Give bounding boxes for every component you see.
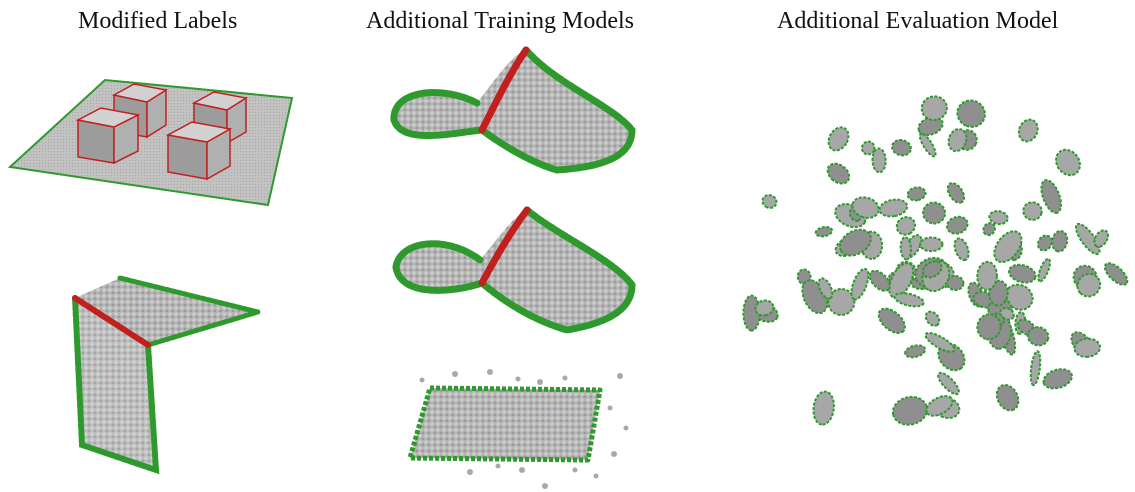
fragment	[761, 194, 778, 209]
fragment	[860, 140, 876, 156]
fragment	[893, 292, 925, 308]
fragment	[1037, 257, 1052, 283]
fragment	[1026, 326, 1050, 347]
fragment	[1076, 272, 1102, 298]
fragment	[988, 210, 1009, 226]
fragment	[851, 196, 880, 219]
fragment	[814, 226, 834, 238]
fragment	[1017, 118, 1039, 143]
flat-sheet-body	[410, 388, 600, 460]
fragment	[891, 138, 912, 157]
fragment	[922, 201, 947, 225]
fragment	[1036, 234, 1053, 252]
fragment	[1093, 229, 1109, 248]
fragment	[1042, 368, 1073, 390]
fragment	[904, 344, 927, 359]
crease-line	[72, 295, 151, 348]
fragment	[920, 95, 948, 122]
curved-sheet-top-body	[393, 50, 632, 170]
fragment	[1051, 229, 1069, 253]
fragment	[953, 237, 970, 262]
fragment	[891, 395, 929, 426]
crease-line-top	[478, 46, 530, 134]
fragment	[921, 260, 943, 279]
column-title-modified-labels: Modified Labels	[78, 8, 238, 34]
box-front-right	[165, 121, 233, 181]
fragment	[827, 126, 850, 152]
fragment	[850, 267, 870, 301]
column-title-additional-evaluation-model: Additional Evaluation Model	[777, 8, 1059, 34]
fragment	[742, 294, 761, 332]
fragment	[946, 215, 969, 235]
fragment	[895, 216, 916, 236]
fragment	[924, 332, 956, 353]
fragment	[956, 99, 986, 128]
curved-sheet-middle-body	[396, 210, 632, 330]
fragment	[877, 307, 906, 334]
box-front-left	[75, 107, 141, 165]
scattered-particles	[419, 369, 629, 489]
fragment	[924, 310, 941, 327]
l-sheet-top-face	[75, 278, 258, 345]
folded-l-sheet-render	[72, 275, 268, 475]
fragment	[899, 236, 912, 261]
l-sheet-front-face	[75, 298, 156, 470]
fragment	[1103, 262, 1129, 286]
column-title-additional-training-models: Additional Training Models	[366, 8, 635, 34]
fragment	[838, 228, 872, 257]
fragment	[871, 147, 887, 174]
fragment	[946, 182, 966, 204]
fragment	[1022, 201, 1043, 221]
curved-sheet-top-render	[390, 46, 636, 174]
fragment	[976, 260, 998, 291]
fragment	[827, 287, 856, 317]
curved-sheet-middle-render	[392, 206, 636, 334]
fragment	[878, 198, 909, 218]
fragment	[1075, 222, 1101, 256]
fragment	[1055, 148, 1081, 177]
fragment	[1029, 350, 1042, 387]
plate-with-boxes-render	[7, 78, 294, 207]
fragment	[826, 162, 851, 185]
fragment	[868, 269, 891, 292]
fragment	[1073, 337, 1101, 358]
fragment	[945, 274, 965, 292]
fragment	[1008, 263, 1037, 284]
fragment	[919, 236, 944, 253]
fragment	[982, 222, 997, 237]
fragment	[888, 262, 915, 299]
fragment	[937, 371, 960, 396]
exploded-fragments-render	[742, 95, 1129, 426]
crease-line-middle	[478, 206, 531, 287]
fragment	[906, 186, 927, 202]
fragment	[995, 383, 1020, 412]
fragment	[925, 395, 954, 417]
fragment	[993, 230, 1023, 264]
fragment	[812, 390, 835, 426]
fragment	[947, 128, 968, 153]
fragment	[754, 299, 775, 317]
fragment	[1040, 179, 1062, 214]
fragment	[817, 277, 834, 300]
flat-sheet-render	[407, 369, 629, 489]
